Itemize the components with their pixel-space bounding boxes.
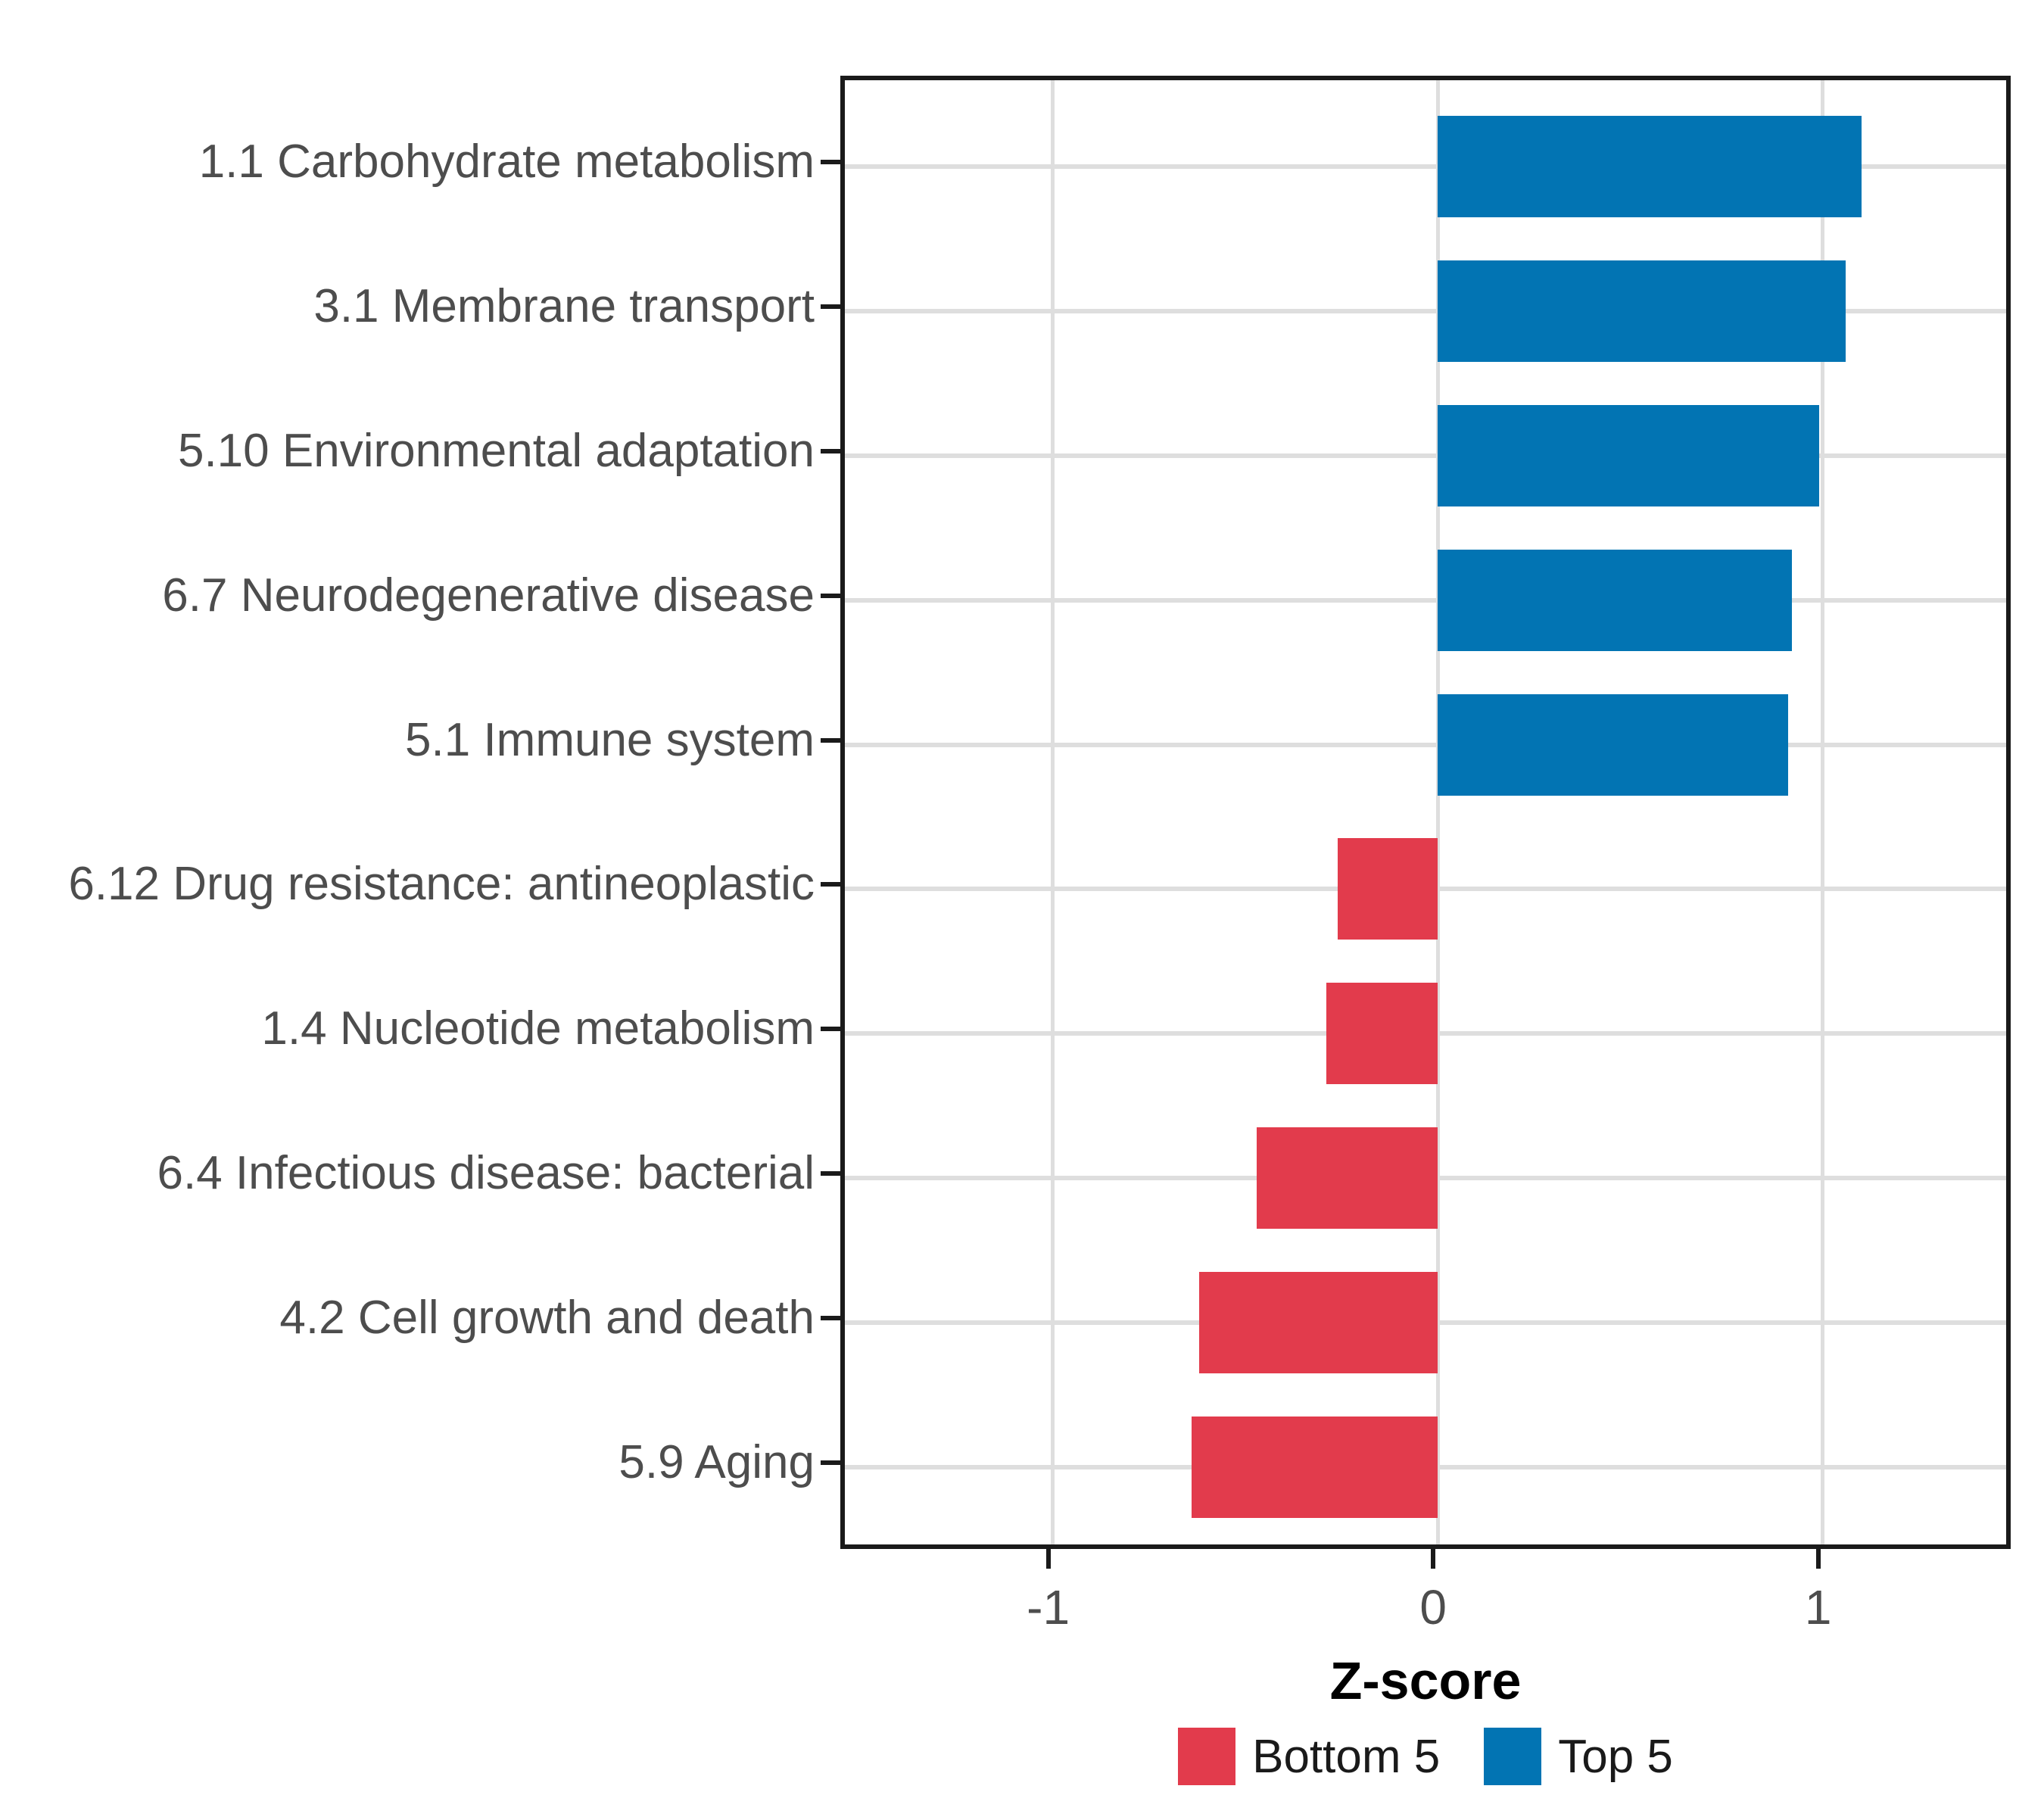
bar-5-1-immune-system <box>1438 693 1788 796</box>
y-tick-label: 1.1 Carbohydrate metabolism <box>198 136 815 189</box>
h-gridline <box>845 309 2006 314</box>
h-gridline <box>845 742 2006 747</box>
y-tick-label: 4.2 Cell growth and death <box>279 1291 815 1344</box>
h-gridline <box>845 597 2006 603</box>
x-tick-label: -1 <box>1027 1580 1070 1635</box>
bar-6-7-neurodegenerative-disease <box>1438 549 1793 651</box>
y-tick-label: 3.1 Membrane transport <box>313 280 815 333</box>
bar-1-4-nucleotide-metabolism <box>1326 983 1438 1085</box>
x-axis-title: Z-score <box>1329 1651 1522 1710</box>
legend-item-bottom5: Bottom 5 <box>1178 1728 1440 1785</box>
y-tick-mark <box>821 1460 840 1465</box>
y-tick-label: 6.7 Neurodegenerative disease <box>162 569 815 622</box>
y-tick-label: 5.10 Environmental adaptation <box>177 425 815 478</box>
bar-3-1-membrane-transport <box>1438 260 1846 363</box>
bar-5-10-environmental-adaptation <box>1438 405 1819 507</box>
y-tick-mark <box>821 304 840 310</box>
bar-6-12-drug-resistance-antineoplastic <box>1337 838 1438 940</box>
legend-swatch-top5-icon <box>1484 1728 1542 1785</box>
plot-panel <box>840 76 2011 1549</box>
y-tick-mark <box>821 1315 840 1320</box>
x-tick-mark <box>1431 1549 1436 1569</box>
y-tick-mark <box>821 160 840 165</box>
y-tick-mark <box>821 593 840 598</box>
bar-5-9-aging <box>1191 1416 1438 1518</box>
legend-swatch-bottom5-icon <box>1178 1728 1236 1785</box>
y-tick-label: 1.4 Nucleotide metabolism <box>261 1002 815 1055</box>
y-tick-mark <box>821 1170 840 1176</box>
y-tick-mark <box>821 882 840 887</box>
y-tick-mark <box>821 449 840 454</box>
x-tick-label: 1 <box>1804 1580 1832 1635</box>
y-tick-label: 5.9 Aging <box>618 1435 815 1488</box>
x-tick-label: 0 <box>1419 1580 1447 1635</box>
h-gridline <box>845 164 2006 170</box>
h-gridline <box>845 453 2006 459</box>
v-gridline <box>1051 80 1055 1544</box>
legend-label-bottom5: Bottom 5 <box>1252 1730 1441 1783</box>
y-tick-mark <box>821 737 840 743</box>
bar-4-2-cell-growth-and-death <box>1198 1271 1438 1373</box>
v-gridline <box>1435 80 1440 1544</box>
y-tick-label: 5.1 Immune system <box>405 713 815 766</box>
bar-1-1-carbohydrate-metabolism <box>1438 116 1862 218</box>
legend-label-top5: Top 5 <box>1558 1730 1673 1783</box>
y-tick-label: 6.12 Drug resistance: antineoplastic <box>68 858 815 911</box>
bar-6-4-infectious-disease-bacterial <box>1257 1127 1438 1229</box>
v-gridline <box>1821 80 1825 1544</box>
legend-item-top5: Top 5 <box>1484 1728 1673 1785</box>
legend: Bottom 5 Top 5 <box>840 1725 2011 1788</box>
y-tick-mark <box>821 1027 840 1032</box>
x-tick-mark <box>1045 1549 1051 1569</box>
y-tick-label: 6.4 Infectious disease: bacterial <box>157 1146 815 1199</box>
x-tick-mark <box>1815 1549 1821 1569</box>
